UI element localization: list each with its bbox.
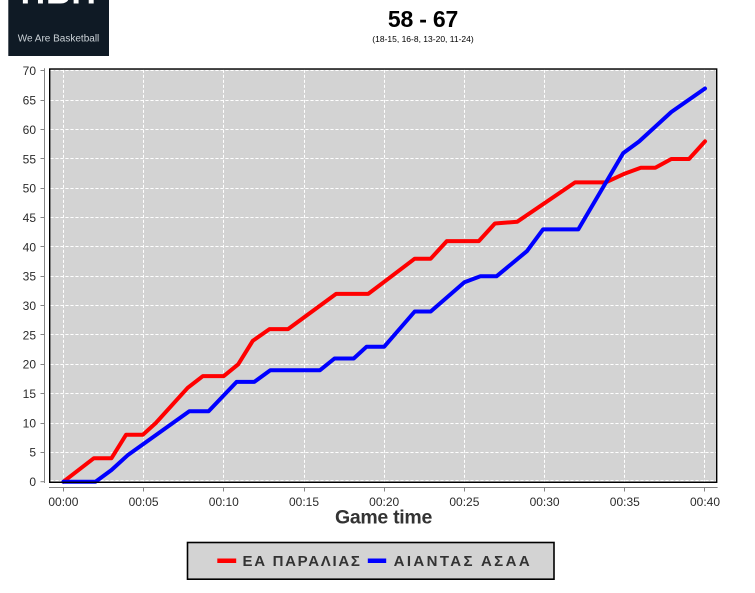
svg-text:58 - 67: 58 - 67: [388, 6, 458, 32]
svg-text:45: 45: [23, 211, 37, 225]
svg-text:55: 55: [23, 152, 37, 166]
svg-text:35: 35: [23, 270, 37, 284]
svg-text:70: 70: [23, 64, 37, 78]
svg-text:20: 20: [23, 358, 37, 372]
svg-text:00:15: 00:15: [289, 495, 319, 509]
svg-text:00:25: 00:25: [449, 495, 479, 509]
svg-text:ΑΙΑΝΤΑΣ ΑΣΑΑ: ΑΙΑΝΤΑΣ ΑΣΑΑ: [394, 553, 532, 570]
svg-text:ΕΑ ΠΑΡΑΛΙΑΣ: ΕΑ ΠΑΡΑΛΙΑΣ: [243, 553, 362, 570]
svg-text:00:35: 00:35: [610, 495, 640, 509]
svg-text:Game time: Game time: [335, 506, 432, 528]
svg-text:We Are Basketball: We Are Basketball: [18, 34, 100, 45]
svg-text:00:40: 00:40: [690, 495, 720, 509]
svg-text:40: 40: [23, 240, 37, 254]
svg-text:00:20: 00:20: [369, 495, 399, 509]
svg-text:25: 25: [23, 328, 37, 342]
svg-text:00:10: 00:10: [209, 495, 239, 509]
svg-text:(18-15, 16-8, 13-20, 11-24): (18-15, 16-8, 13-20, 11-24): [372, 34, 474, 44]
svg-text:15: 15: [23, 387, 37, 401]
svg-text:50: 50: [23, 182, 37, 196]
svg-text:60: 60: [23, 123, 37, 137]
svg-text:00:05: 00:05: [129, 495, 159, 509]
svg-text:65: 65: [23, 94, 37, 108]
svg-text:5: 5: [29, 446, 36, 460]
svg-text:10: 10: [23, 416, 37, 430]
svg-text:0: 0: [29, 475, 36, 489]
svg-text:00:00: 00:00: [48, 495, 78, 509]
svg-text:HBH: HBH: [21, 0, 97, 12]
svg-text:30: 30: [23, 299, 37, 313]
svg-text:00:30: 00:30: [530, 495, 560, 509]
